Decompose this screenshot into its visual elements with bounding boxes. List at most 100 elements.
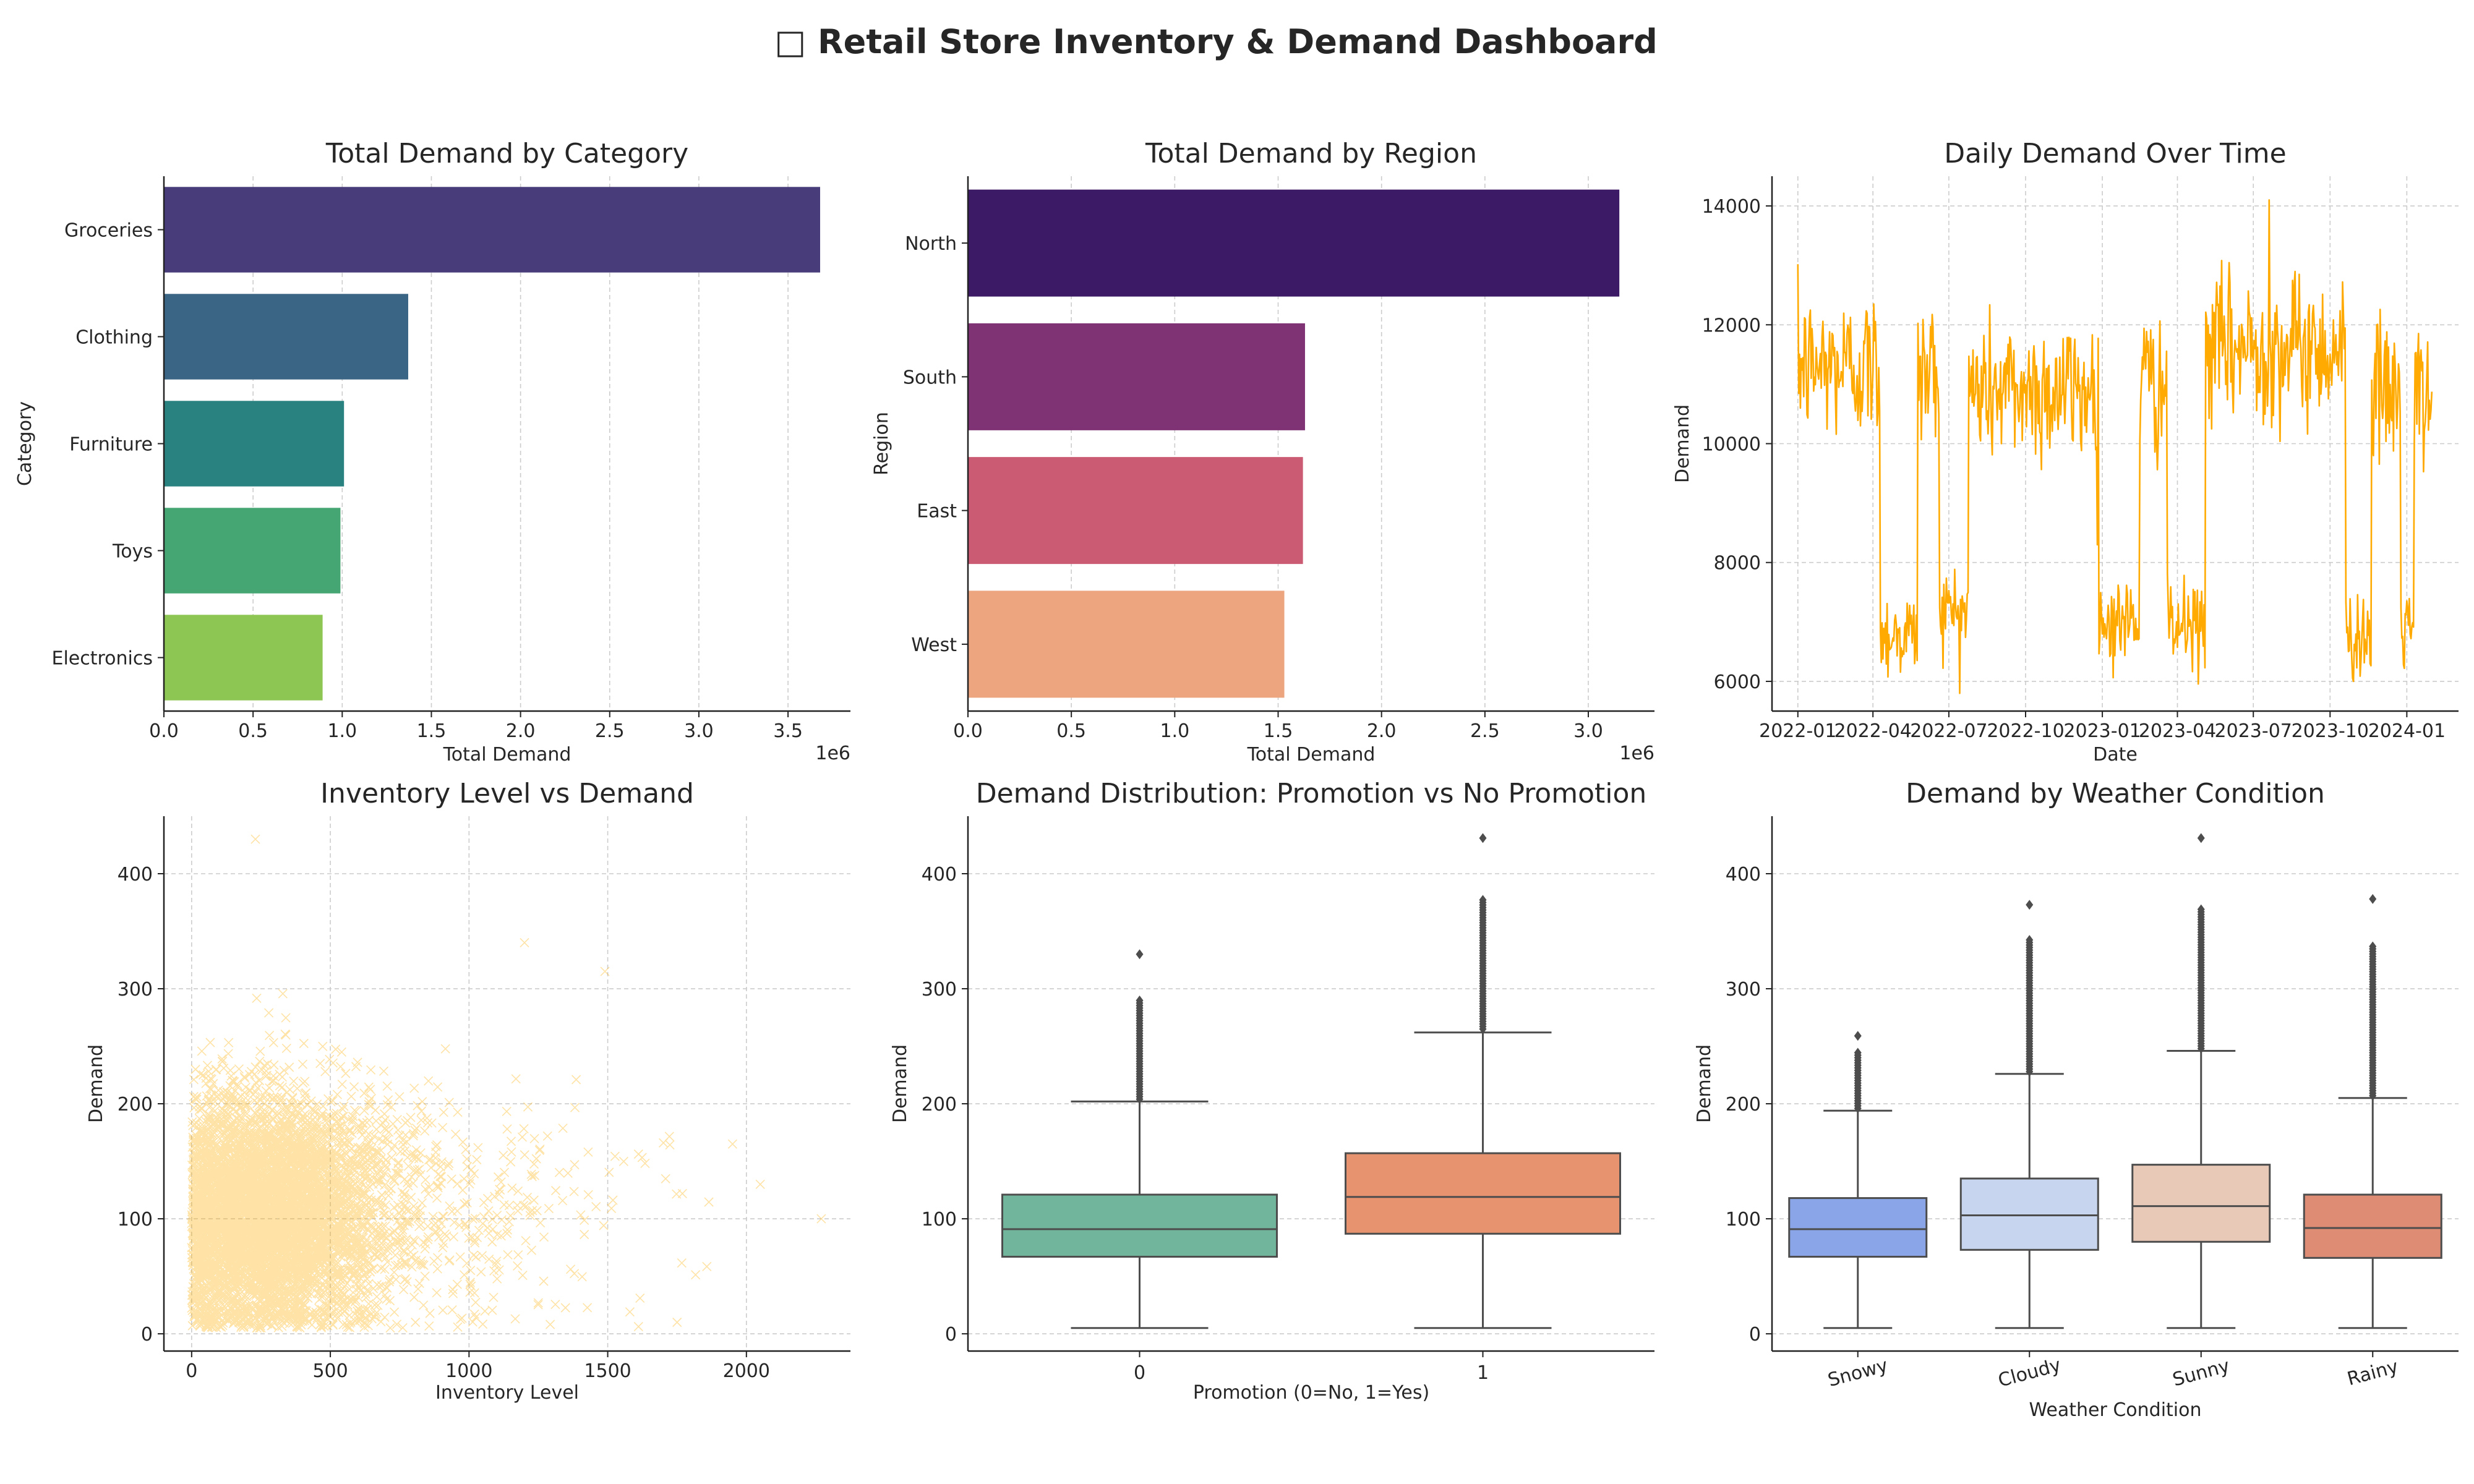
y-axis-label: Demand xyxy=(1693,1044,1715,1123)
y-tick-label: 100 xyxy=(1726,1209,1761,1230)
chart-title: Demand Distribution: Promotion vs No Pro… xyxy=(976,778,1647,809)
outlier-markers xyxy=(2197,833,2205,1054)
y-tick-label: 400 xyxy=(922,864,957,885)
chart-title: Total Demand by Category xyxy=(325,138,688,169)
y-tick-label: 400 xyxy=(118,864,153,885)
x-axis-label: Total Demand xyxy=(1247,744,1376,765)
x-axis-label: Weather Condition xyxy=(2029,1399,2201,1421)
y-tick-label: 100 xyxy=(922,1209,957,1230)
y-tick-label: 300 xyxy=(922,979,957,1000)
y-tick-label: Electronics xyxy=(51,648,153,670)
x-tick-label: 2023-04 xyxy=(2139,720,2216,742)
demand-line xyxy=(1797,199,2433,694)
outlier-markers xyxy=(1854,1031,1862,1114)
x-tick-label: 1.5 xyxy=(417,720,447,742)
x-tick-label: 1000 xyxy=(445,1360,492,1382)
y-tick-label: 0 xyxy=(141,1324,153,1345)
x-tick-label: 500 xyxy=(312,1360,348,1382)
x-tick-label: 1.0 xyxy=(327,720,357,742)
y-tick-label: 400 xyxy=(1726,864,1761,885)
x-tick-label: 0.5 xyxy=(238,720,268,742)
scatter-points xyxy=(187,834,826,1333)
box-cloudy xyxy=(1959,900,2099,1329)
x-tick-label: 2022-01 xyxy=(1759,720,1836,742)
x-tick-label: 3.0 xyxy=(1573,720,1603,742)
bar-groceries xyxy=(164,187,820,273)
x-tick-label: 2022-04 xyxy=(1834,720,1912,742)
x-tick-label: 2.0 xyxy=(1367,720,1397,742)
chart-promotion-distribution: 0 1 0 100 200 300 400 Demand Distribution: Prom… xyxy=(889,778,1654,1404)
x-tick-label: 1 xyxy=(1477,1362,1489,1384)
x-tick-label: 2000 xyxy=(723,1360,770,1382)
y-tick-label: 200 xyxy=(1726,1094,1761,1115)
dashboard-title: □ Retail Store Inventory & Demand Dashbo… xyxy=(774,22,1658,61)
chart-title: Daily Demand Over Time xyxy=(1944,138,2286,169)
bar-furniture xyxy=(164,401,345,487)
x-axis-label: Total Demand xyxy=(443,744,571,765)
chart-inventory-vs-demand: 0 500 1000 1500 2000 0 100 200 300 400 Inventory L… xyxy=(85,778,850,1404)
bar-south xyxy=(968,323,1305,430)
x-tick-label: 3.5 xyxy=(773,720,803,742)
y-tick-label: 300 xyxy=(1726,979,1761,1000)
box-iqr xyxy=(2131,1164,2271,1243)
chart-daily-demand: 2022-012022-042022-072022-102023-012023-… xyxy=(1672,138,2459,765)
box-iqr xyxy=(1001,1193,1278,1258)
y-tick-label: 10000 xyxy=(1702,434,1761,456)
x-tick-label: Sunny xyxy=(2170,1355,2232,1391)
x-tick-label: Cloudy xyxy=(1996,1354,2063,1392)
outlier-markers xyxy=(2369,893,2377,1101)
x-tick-label: 1.5 xyxy=(1264,720,1293,742)
x-tick-label: 2023-07 xyxy=(2215,720,2292,742)
y-tick-label: 0 xyxy=(1749,1324,1761,1345)
x-tick-label: Rainy xyxy=(2345,1356,2400,1390)
box-iqr xyxy=(1345,1152,1621,1235)
axis-offset-label: 1e6 xyxy=(1619,743,1654,764)
y-tick-label: Clothing xyxy=(75,327,153,349)
y-tick-label: 200 xyxy=(118,1094,153,1115)
bar-west xyxy=(968,591,1285,698)
x-tick-label: 1500 xyxy=(584,1360,631,1382)
box-iqr xyxy=(2303,1193,2442,1259)
x-tick-label: 2023-01 xyxy=(2063,720,2141,742)
y-axis-label: Category xyxy=(14,401,36,486)
x-tick-label: 2.0 xyxy=(506,720,536,742)
y-tick-label: North xyxy=(905,233,957,255)
x-tick-label: 1.0 xyxy=(1160,720,1189,742)
outlier-markers xyxy=(1136,949,1144,1104)
y-tick-label: 8000 xyxy=(1714,553,1761,574)
x-tick-label: 0.5 xyxy=(1056,720,1086,742)
y-tick-label: 0 xyxy=(945,1324,957,1345)
box-0 xyxy=(1001,949,1278,1329)
box-snowy xyxy=(1788,1031,1928,1329)
x-tick-label: 0 xyxy=(1134,1362,1145,1384)
bar-east xyxy=(968,457,1303,565)
y-tick-label: Furniture xyxy=(69,434,153,456)
bar-toys xyxy=(164,508,341,594)
bar-north xyxy=(968,189,1620,297)
x-axis-label: Date xyxy=(2093,744,2138,765)
y-tick-label: Groceries xyxy=(64,220,153,242)
y-tick-label: 200 xyxy=(922,1094,957,1115)
y-axis-label: Region xyxy=(871,412,892,475)
outlier-markers xyxy=(2026,900,2034,1077)
chart-title: Demand by Weather Condition xyxy=(1906,778,2325,809)
box-iqr xyxy=(1959,1177,2099,1251)
chart-weather-demand: Snowy Cloudy Sunny Rainy 0 100 200 300 400 Demand… xyxy=(1693,778,2459,1421)
chart-demand-by-category: Groceries Clothing Furniture Toys Electronic… xyxy=(14,138,850,765)
y-tick-label: East xyxy=(917,501,957,522)
y-axis-label: Demand xyxy=(85,1044,107,1123)
box-iqr xyxy=(1788,1197,1928,1258)
bar-electronics xyxy=(164,615,323,701)
x-tick-label: 2.5 xyxy=(1470,720,1500,742)
x-axis-label: Promotion (0=No, 1=Yes) xyxy=(1193,1382,1429,1404)
x-axis-label: Inventory Level xyxy=(435,1382,579,1404)
y-tick-label: 12000 xyxy=(1702,315,1761,336)
y-tick-label: South xyxy=(903,367,957,388)
box-sunny xyxy=(2131,833,2271,1329)
chart-title: Total Demand by Region xyxy=(1145,138,1477,169)
y-tick-label: 100 xyxy=(118,1209,153,1230)
chart-title: Inventory Level vs Demand xyxy=(320,778,694,809)
x-tick-label: 0.0 xyxy=(953,720,983,742)
y-tick-label: 6000 xyxy=(1714,672,1761,693)
